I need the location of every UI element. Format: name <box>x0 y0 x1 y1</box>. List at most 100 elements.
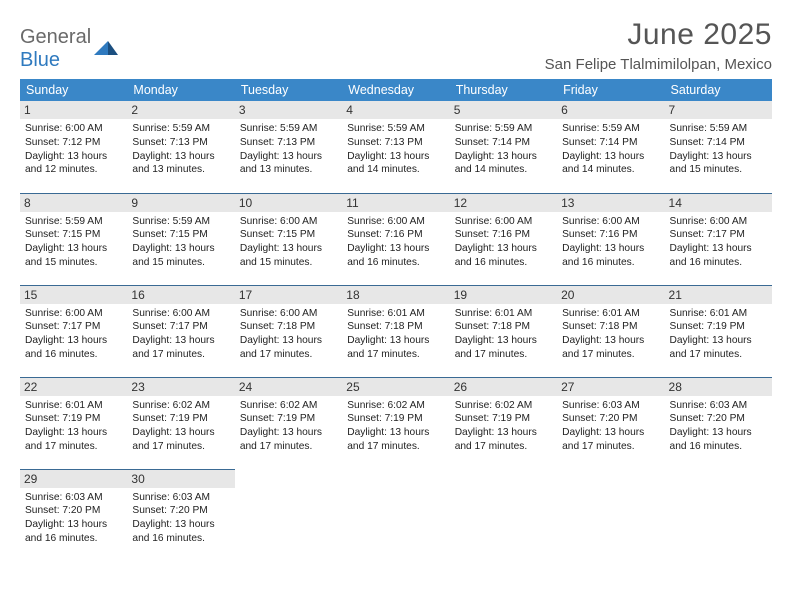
day-details: Sunrise: 6:03 AMSunset: 7:20 PMDaylight:… <box>132 491 229 546</box>
day-number: 13 <box>557 194 664 212</box>
day-details: Sunrise: 5:59 AMSunset: 7:13 PMDaylight:… <box>347 122 444 177</box>
day-details: Sunrise: 6:03 AMSunset: 7:20 PMDaylight:… <box>670 399 767 454</box>
calendar-cell: 26 Sunrise: 6:02 AMSunset: 7:19 PMDayligh… <box>450 377 557 469</box>
calendar-cell: 23 Sunrise: 6:02 AMSunset: 7:19 PMDayligh… <box>127 377 234 469</box>
day-details: Sunrise: 6:03 AMSunset: 7:20 PMDaylight:… <box>562 399 659 454</box>
day-details: Sunrise: 6:01 AMSunset: 7:19 PMDaylight:… <box>25 399 122 454</box>
day-details: Sunrise: 6:01 AMSunset: 7:18 PMDaylight:… <box>562 307 659 362</box>
calendar-cell: 4 Sunrise: 5:59 AMSunset: 7:13 PMDaylight… <box>342 101 449 193</box>
day-number: 25 <box>342 378 449 396</box>
day-details: Sunrise: 6:00 AMSunset: 7:17 PMDaylight:… <box>132 307 229 362</box>
day-number: 12 <box>450 194 557 212</box>
calendar-cell: 15Sunrise: 6:00 AMSunset: 7:17 PMDayligh… <box>20 285 127 377</box>
day-number: 16 <box>127 286 234 304</box>
day-details: Sunrise: 5:59 AMSunset: 7:15 PMDaylight:… <box>25 215 122 270</box>
day-details: Sunrise: 6:00 AMSunset: 7:16 PMDaylight:… <box>562 215 659 270</box>
weekday-header: Saturday <box>665 79 772 101</box>
day-details: Sunrise: 6:00 AMSunset: 7:16 PMDaylight:… <box>455 215 552 270</box>
calendar-cell: 11Sunrise: 6:00 AMSunset: 7:16 PMDayligh… <box>342 193 449 285</box>
day-number: 6 <box>557 101 664 119</box>
day-details: Sunrise: 5:59 AMSunset: 7:13 PMDaylight:… <box>240 122 337 177</box>
calendar-cell: 29 Sunrise: 6:03 AMSunset: 7:20 PMDayligh… <box>20 469 127 561</box>
day-details: Sunrise: 6:00 AMSunset: 7:15 PMDaylight:… <box>240 215 337 270</box>
calendar-cell: 25 Sunrise: 6:02 AMSunset: 7:19 PMDayligh… <box>342 377 449 469</box>
calendar-cell: 2Sunrise: 5:59 AMSunset: 7:13 PMDaylight… <box>127 101 234 193</box>
day-details: Sunrise: 6:00 AMSunset: 7:17 PMDaylight:… <box>670 215 767 270</box>
calendar-cell <box>665 469 772 561</box>
calendar-cell: 7 Sunrise: 5:59 AMSunset: 7:14 PMDaylight… <box>665 101 772 193</box>
calendar-cell: 28Sunrise: 6:03 AMSunset: 7:20 PMDayligh… <box>665 377 772 469</box>
day-details: Sunrise: 6:00 AMSunset: 7:17 PMDaylight:… <box>25 307 122 362</box>
day-number: 7 <box>665 101 772 119</box>
day-number: 9 <box>127 194 234 212</box>
calendar-cell <box>450 469 557 561</box>
day-number: 5 <box>450 101 557 119</box>
calendar-cell <box>557 469 664 561</box>
day-number: 30 <box>127 470 234 488</box>
weekday-header: Sunday <box>20 79 127 101</box>
day-number: 10 <box>235 194 342 212</box>
day-details: Sunrise: 6:00 AMSunset: 7:12 PMDaylight:… <box>25 122 122 177</box>
day-details: Sunrise: 6:02 AMSunset: 7:19 PMDaylight:… <box>132 399 229 454</box>
day-details: Sunrise: 6:00 AMSunset: 7:16 PMDaylight:… <box>347 215 444 270</box>
calendar-cell: 30 Sunrise: 6:03 AMSunset: 7:20 PMDayligh… <box>127 469 234 561</box>
day-number: 2 <box>127 101 234 119</box>
day-details: Sunrise: 5:59 AMSunset: 7:14 PMDaylight:… <box>562 122 659 177</box>
logo: General Blue <box>20 26 120 72</box>
day-details: Sunrise: 5:59 AMSunset: 7:14 PMDaylight:… <box>670 122 767 177</box>
title-block: June 2025 San Felipe Tlalmimilolpan, Mex… <box>545 18 772 73</box>
calendar-table: Sunday Monday Tuesday Wednesday Thursday… <box>20 79 772 561</box>
day-number: 27 <box>557 378 664 396</box>
calendar-cell <box>342 469 449 561</box>
calendar-row: 29 Sunrise: 6:03 AMSunset: 7:20 PMDayligh… <box>20 469 772 561</box>
day-details: Sunrise: 5:59 AMSunset: 7:15 PMDaylight:… <box>132 215 229 270</box>
calendar-cell: 9 Sunrise: 5:59 AMSunset: 7:15 PMDaylight… <box>127 193 234 285</box>
day-details: Sunrise: 6:03 AMSunset: 7:20 PMDaylight:… <box>25 491 122 546</box>
day-number: 17 <box>235 286 342 304</box>
calendar-row: 1 Sunrise: 6:00 AMSunset: 7:12 PMDaylight… <box>20 101 772 193</box>
month-title: June 2025 <box>545 18 772 52</box>
day-details: Sunrise: 6:02 AMSunset: 7:19 PMDaylight:… <box>347 399 444 454</box>
day-number: 8 <box>20 194 127 212</box>
calendar-cell: 14 Sunrise: 6:00 AMSunset: 7:17 PMDayligh… <box>665 193 772 285</box>
day-number: 14 <box>665 194 772 212</box>
calendar-cell: 16 Sunrise: 6:00 AMSunset: 7:17 PMDayligh… <box>127 285 234 377</box>
calendar-cell: 10 Sunrise: 6:00 AMSunset: 7:15 PMDayligh… <box>235 193 342 285</box>
day-number: 24 <box>235 378 342 396</box>
calendar-cell: 8 Sunrise: 5:59 AMSunset: 7:15 PMDaylight… <box>20 193 127 285</box>
day-number: 20 <box>557 286 664 304</box>
logo-triangle-icon <box>94 37 120 62</box>
calendar-cell: 3 Sunrise: 5:59 AMSunset: 7:13 PMDaylight… <box>235 101 342 193</box>
calendar-cell: 20 Sunrise: 6:01 AMSunset: 7:18 PMDayligh… <box>557 285 664 377</box>
calendar-cell: 12 Sunrise: 6:00 AMSunset: 7:16 PMDayligh… <box>450 193 557 285</box>
day-number: 29 <box>20 470 127 488</box>
calendar-cell: 18Sunrise: 6:01 AMSunset: 7:18 PMDayligh… <box>342 285 449 377</box>
location: San Felipe Tlalmimilolpan, Mexico <box>545 56 772 73</box>
day-number: 3 <box>235 101 342 119</box>
day-details: Sunrise: 6:01 AMSunset: 7:19 PMDaylight:… <box>670 307 767 362</box>
calendar-cell: 27 Sunrise: 6:03 AMSunset: 7:20 PMDayligh… <box>557 377 664 469</box>
weekday-header: Tuesday <box>235 79 342 101</box>
brand-part2: Blue <box>20 49 60 71</box>
calendar-cell: 19Sunrise: 6:01 AMSunset: 7:18 PMDayligh… <box>450 285 557 377</box>
calendar-cell <box>235 469 342 561</box>
day-details: Sunrise: 6:01 AMSunset: 7:18 PMDaylight:… <box>455 307 552 362</box>
calendar-cell: 6 Sunrise: 5:59 AMSunset: 7:14 PMDaylight… <box>557 101 664 193</box>
calendar-row: 8 Sunrise: 5:59 AMSunset: 7:15 PMDaylight… <box>20 193 772 285</box>
brand-part1: General <box>20 26 91 48</box>
header: General Blue June 2025 San Felipe Tlalmi… <box>20 18 772 73</box>
weekday-header: Monday <box>127 79 234 101</box>
day-number: 23 <box>127 378 234 396</box>
day-number: 4 <box>342 101 449 119</box>
day-number: 1 <box>20 101 127 119</box>
calendar-cell: 22 Sunrise: 6:01 AMSunset: 7:19 PMDayligh… <box>20 377 127 469</box>
day-number: 26 <box>450 378 557 396</box>
day-details: Sunrise: 6:02 AMSunset: 7:19 PMDaylight:… <box>455 399 552 454</box>
calendar-cell: 1 Sunrise: 6:00 AMSunset: 7:12 PMDaylight… <box>20 101 127 193</box>
day-number: 22 <box>20 378 127 396</box>
calendar-cell: 5Sunrise: 5:59 AMSunset: 7:14 PMDaylight… <box>450 101 557 193</box>
weekday-header: Friday <box>557 79 664 101</box>
calendar-cell: 24Sunrise: 6:02 AMSunset: 7:19 PMDayligh… <box>235 377 342 469</box>
calendar-cell: 17Sunrise: 6:00 AMSunset: 7:18 PMDayligh… <box>235 285 342 377</box>
calendar-row: 22 Sunrise: 6:01 AMSunset: 7:19 PMDayligh… <box>20 377 772 469</box>
